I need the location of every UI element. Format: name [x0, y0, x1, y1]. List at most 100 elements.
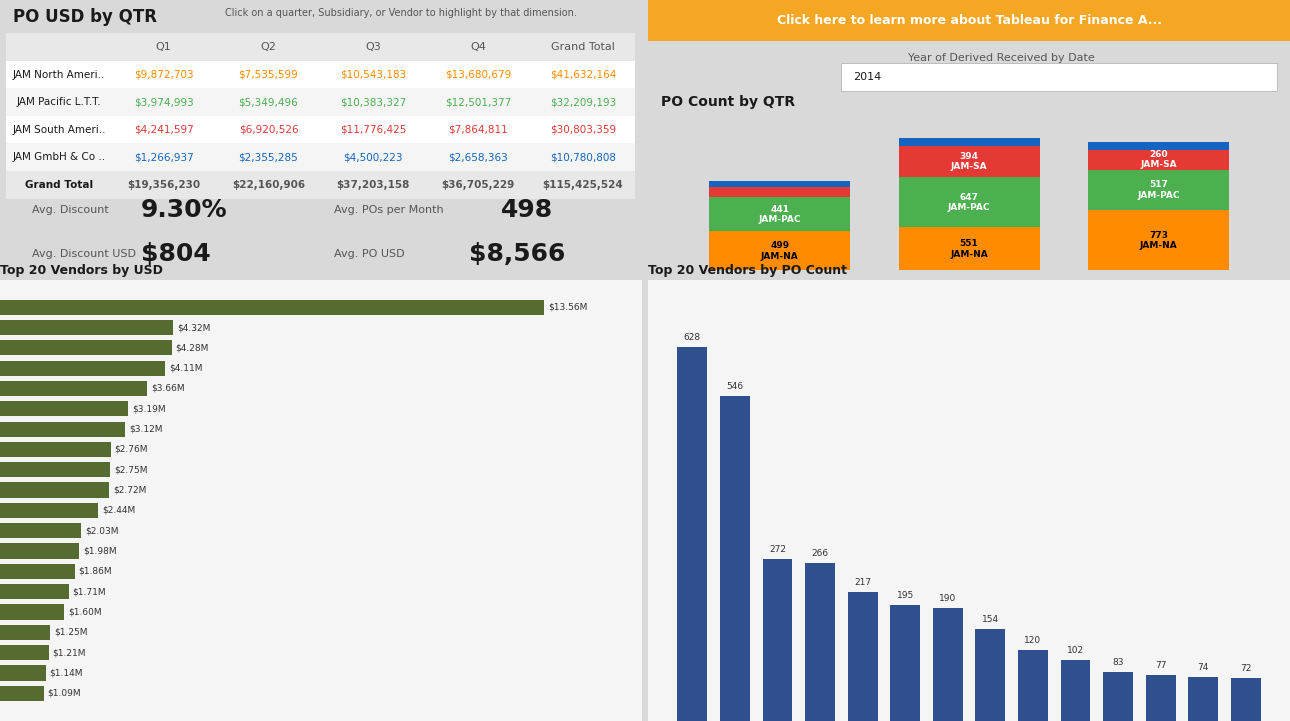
Text: Year of Derived Received by Date: Year of Derived Received by Date: [908, 53, 1095, 63]
Bar: [0, 340, 172, 355]
Bar: [1231, 678, 1260, 721]
Text: 217: 217: [854, 578, 871, 587]
Text: 120: 120: [1024, 636, 1041, 645]
Text: $2,355,285: $2,355,285: [239, 152, 298, 162]
Text: $41,632,164: $41,632,164: [550, 69, 617, 79]
Text: $804: $804: [141, 242, 212, 266]
FancyBboxPatch shape: [899, 146, 1040, 177]
Bar: [0, 645, 49, 660]
FancyBboxPatch shape: [899, 177, 1040, 227]
Bar: [1018, 650, 1047, 721]
Text: $10,780,808: $10,780,808: [550, 152, 615, 162]
Text: 195: 195: [897, 591, 913, 600]
FancyBboxPatch shape: [841, 63, 1277, 91]
Text: 394
JAM-SA: 394 JAM-SA: [951, 152, 987, 172]
Text: 9.30%: 9.30%: [141, 198, 228, 221]
Text: Q2: Q2: [961, 281, 977, 291]
Text: $1.60M: $1.60M: [68, 608, 102, 616]
Text: $2.72M: $2.72M: [114, 486, 147, 495]
Text: JAM GmbH & Co ..: JAM GmbH & Co ..: [13, 152, 106, 162]
Text: 499
JAM-NA: 499 JAM-NA: [761, 242, 799, 261]
Text: $2.76M: $2.76M: [115, 445, 148, 454]
Text: $1,266,937: $1,266,937: [134, 152, 194, 162]
Text: $7,864,811: $7,864,811: [448, 125, 508, 135]
Text: $1.71M: $1.71M: [72, 587, 106, 596]
Text: Avg. Discount: Avg. Discount: [32, 205, 108, 215]
Text: $36,705,229: $36,705,229: [441, 180, 515, 190]
Bar: [1188, 677, 1218, 721]
Text: $22,160,906: $22,160,906: [232, 180, 304, 190]
Bar: [0, 422, 125, 437]
Text: $1.14M: $1.14M: [50, 668, 84, 678]
Text: $8,566: $8,566: [468, 242, 565, 266]
Bar: [1146, 675, 1175, 721]
Text: Top 20 Vendors by USD: Top 20 Vendors by USD: [0, 264, 163, 277]
Text: $13.56M: $13.56M: [548, 303, 587, 311]
Text: Q3: Q3: [1151, 281, 1166, 291]
Text: Avg. POs per Month: Avg. POs per Month: [334, 205, 444, 215]
Text: $3.19M: $3.19M: [132, 404, 165, 413]
Text: 551
JAM-NA: 551 JAM-NA: [951, 239, 988, 259]
Bar: [933, 608, 962, 721]
Bar: [0, 604, 64, 619]
Text: Click here to learn more about Tableau for Finance A...: Click here to learn more about Tableau f…: [777, 14, 1161, 27]
Text: $4.28M: $4.28M: [175, 343, 209, 353]
FancyBboxPatch shape: [6, 88, 636, 116]
Text: 2014: 2014: [854, 72, 882, 82]
Text: Avg. PO USD: Avg. PO USD: [334, 249, 404, 259]
Text: 102: 102: [1067, 647, 1084, 655]
Text: $10,383,327: $10,383,327: [341, 97, 406, 107]
Text: $30,803,359: $30,803,359: [550, 125, 617, 135]
FancyBboxPatch shape: [1087, 143, 1229, 149]
Text: $1.09M: $1.09M: [48, 689, 81, 698]
Bar: [0, 401, 128, 417]
Text: 773
JAM-NA: 773 JAM-NA: [1139, 231, 1178, 250]
FancyBboxPatch shape: [710, 197, 850, 231]
Bar: [0, 564, 75, 579]
Text: Q4: Q4: [470, 42, 486, 52]
FancyBboxPatch shape: [6, 33, 636, 61]
Bar: [848, 592, 877, 721]
FancyBboxPatch shape: [899, 138, 1040, 146]
Text: 517
JAM-PAC: 517 JAM-PAC: [1138, 180, 1179, 200]
Text: $1.86M: $1.86M: [79, 567, 112, 576]
Bar: [0, 360, 165, 376]
Text: $37,203,158: $37,203,158: [337, 180, 410, 190]
Bar: [0, 686, 44, 701]
Text: $5,349,496: $5,349,496: [239, 97, 298, 107]
Text: Avg. Discount USD: Avg. Discount USD: [32, 249, 135, 259]
Text: $12,501,377: $12,501,377: [445, 97, 511, 107]
Bar: [0, 665, 45, 681]
Text: $4,500,223: $4,500,223: [343, 152, 402, 162]
Bar: [0, 320, 173, 335]
Bar: [0, 523, 81, 539]
Text: 441
JAM-PAC: 441 JAM-PAC: [759, 205, 801, 224]
Bar: [0, 584, 68, 599]
Text: $11,776,425: $11,776,425: [341, 125, 406, 135]
Text: 266: 266: [811, 549, 828, 558]
Text: Top 20 Vendors by PO Count: Top 20 Vendors by PO Count: [648, 264, 848, 277]
Bar: [677, 347, 707, 721]
Text: $13,680,679: $13,680,679: [445, 69, 511, 79]
Text: $4.11M: $4.11M: [169, 363, 203, 373]
Bar: [975, 629, 1005, 721]
Text: Q1: Q1: [156, 42, 172, 52]
Text: PO Count by QTR: PO Count by QTR: [660, 95, 795, 109]
FancyBboxPatch shape: [1087, 149, 1229, 170]
Text: Grand Total: Grand Total: [25, 180, 93, 190]
Text: $2.44M: $2.44M: [102, 506, 135, 515]
Text: 154: 154: [982, 616, 998, 624]
Bar: [0, 300, 544, 315]
Bar: [805, 562, 835, 721]
FancyBboxPatch shape: [1087, 170, 1229, 210]
Text: $2.75M: $2.75M: [115, 465, 148, 474]
Text: $3,974,993: $3,974,993: [134, 97, 194, 107]
Bar: [1103, 671, 1133, 721]
Text: 74: 74: [1197, 663, 1209, 672]
Text: Click on a quarter, Subsidiary, or Vendor to highlight by that dimension.: Click on a quarter, Subsidiary, or Vendo…: [224, 8, 577, 18]
FancyBboxPatch shape: [6, 143, 636, 171]
Text: Grand Total: Grand Total: [551, 42, 615, 52]
FancyBboxPatch shape: [6, 116, 636, 143]
Text: $32,209,193: $32,209,193: [550, 97, 617, 107]
FancyBboxPatch shape: [6, 171, 636, 199]
